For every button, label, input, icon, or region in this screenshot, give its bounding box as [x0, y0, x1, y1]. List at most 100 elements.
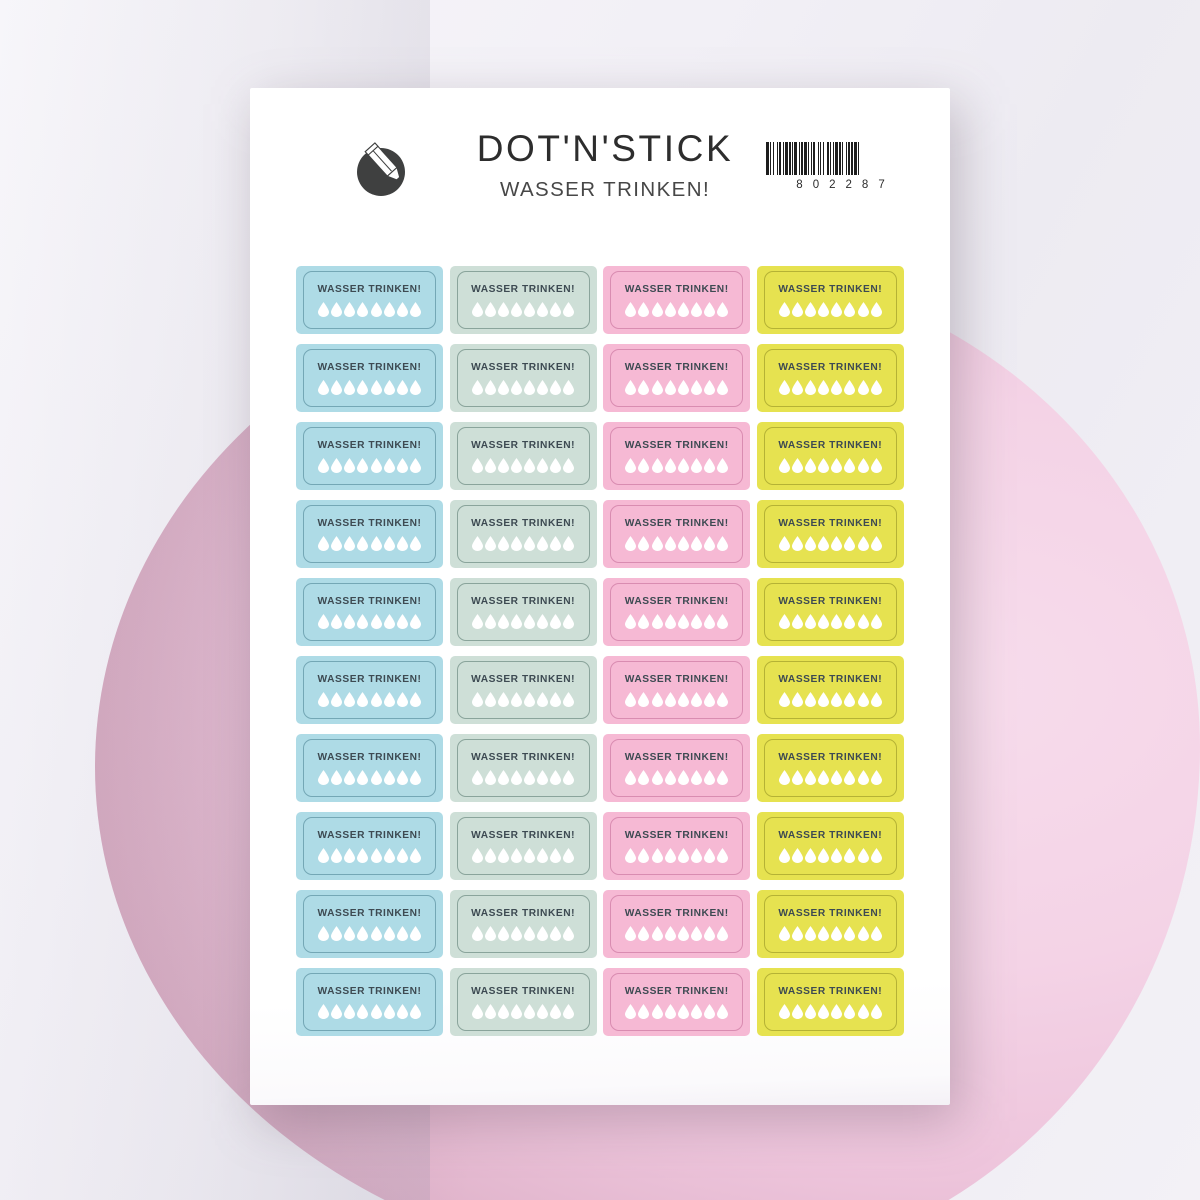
water-drop-icon[interactable] [792, 925, 804, 941]
water-drop-icon[interactable] [792, 457, 804, 473]
water-drop-icon[interactable] [792, 535, 804, 551]
water-drop-icon[interactable] [383, 847, 395, 863]
water-drop-icon[interactable] [550, 769, 562, 785]
sticker-yellow[interactable]: WASSER TRINKEN! [756, 656, 904, 724]
water-drop-icon[interactable] [524, 769, 536, 785]
water-drop-icon[interactable] [703, 457, 715, 473]
water-drop-icon[interactable] [638, 1003, 650, 1019]
water-drop-icon[interactable] [717, 613, 729, 629]
water-drop-icon[interactable] [664, 301, 676, 317]
sticker-sage[interactable]: WASSER TRINKEN! [449, 266, 597, 334]
sticker-pink[interactable]: WASSER TRINKEN! [603, 968, 751, 1036]
water-drop-icon[interactable] [563, 613, 575, 629]
water-drop-icon[interactable] [471, 769, 483, 785]
water-drop-icon[interactable] [318, 769, 330, 785]
water-drop-icon[interactable] [471, 535, 483, 551]
water-drop-icon[interactable] [703, 1003, 715, 1019]
water-drop-icon[interactable] [318, 925, 330, 941]
water-drop-icon[interactable] [651, 1003, 663, 1019]
water-drop-icon[interactable] [383, 613, 395, 629]
water-drop-icon[interactable] [651, 379, 663, 395]
water-drop-icon[interactable] [638, 691, 650, 707]
water-drop-icon[interactable] [638, 301, 650, 317]
water-drop-icon[interactable] [331, 691, 343, 707]
water-drop-icon[interactable] [703, 535, 715, 551]
water-drop-icon[interactable] [625, 769, 637, 785]
water-drop-icon[interactable] [677, 925, 689, 941]
water-drop-icon[interactable] [511, 847, 523, 863]
water-drop-icon[interactable] [638, 379, 650, 395]
water-drop-icon[interactable] [318, 613, 330, 629]
water-drop-icon[interactable] [511, 769, 523, 785]
water-drop-icon[interactable] [778, 457, 790, 473]
water-drop-icon[interactable] [677, 457, 689, 473]
water-drop-icon[interactable] [563, 847, 575, 863]
water-drop-icon[interactable] [497, 691, 509, 707]
water-drop-icon[interactable] [792, 379, 804, 395]
water-drop-icon[interactable] [511, 301, 523, 317]
water-drop-icon[interactable] [857, 535, 869, 551]
water-drop-icon[interactable] [690, 613, 702, 629]
water-drop-icon[interactable] [409, 925, 421, 941]
water-drop-icon[interactable] [638, 769, 650, 785]
water-drop-icon[interactable] [396, 613, 408, 629]
water-drop-icon[interactable] [497, 535, 509, 551]
sticker-yellow[interactable]: WASSER TRINKEN! [756, 968, 904, 1036]
water-drop-icon[interactable] [471, 925, 483, 941]
water-drop-icon[interactable] [383, 691, 395, 707]
water-drop-icon[interactable] [344, 769, 356, 785]
water-drop-icon[interactable] [870, 925, 882, 941]
water-drop-icon[interactable] [625, 457, 637, 473]
water-drop-icon[interactable] [524, 1003, 536, 1019]
water-drop-icon[interactable] [625, 847, 637, 863]
water-drop-icon[interactable] [818, 769, 830, 785]
water-drop-icon[interactable] [857, 379, 869, 395]
water-drop-icon[interactable] [331, 925, 343, 941]
water-drop-icon[interactable] [331, 379, 343, 395]
water-drop-icon[interactable] [805, 691, 817, 707]
water-drop-icon[interactable] [344, 613, 356, 629]
water-drop-icon[interactable] [805, 535, 817, 551]
water-drop-icon[interactable] [318, 847, 330, 863]
water-drop-icon[interactable] [677, 301, 689, 317]
water-drop-icon[interactable] [344, 535, 356, 551]
water-drop-icon[interactable] [537, 613, 549, 629]
water-drop-icon[interactable] [524, 457, 536, 473]
water-drop-icon[interactable] [383, 1003, 395, 1019]
water-drop-icon[interactable] [831, 301, 843, 317]
sticker-sage[interactable]: WASSER TRINKEN! [449, 656, 597, 724]
water-drop-icon[interactable] [318, 1003, 330, 1019]
water-drop-icon[interactable] [396, 691, 408, 707]
water-drop-icon[interactable] [511, 1003, 523, 1019]
water-drop-icon[interactable] [383, 769, 395, 785]
water-drop-icon[interactable] [484, 847, 496, 863]
water-drop-icon[interactable] [471, 691, 483, 707]
sticker-pink[interactable]: WASSER TRINKEN! [603, 734, 751, 802]
water-drop-icon[interactable] [344, 925, 356, 941]
water-drop-icon[interactable] [563, 925, 575, 941]
sticker-pink[interactable]: WASSER TRINKEN! [603, 578, 751, 646]
water-drop-icon[interactable] [677, 613, 689, 629]
sticker-sage[interactable]: WASSER TRINKEN! [449, 422, 597, 490]
water-drop-icon[interactable] [677, 691, 689, 707]
water-drop-icon[interactable] [664, 457, 676, 473]
water-drop-icon[interactable] [844, 925, 856, 941]
water-drop-icon[interactable] [550, 457, 562, 473]
water-drop-icon[interactable] [537, 457, 549, 473]
water-drop-icon[interactable] [497, 847, 509, 863]
water-drop-icon[interactable] [805, 301, 817, 317]
water-drop-icon[interactable] [651, 457, 663, 473]
water-drop-icon[interactable] [370, 535, 382, 551]
water-drop-icon[interactable] [651, 691, 663, 707]
water-drop-icon[interactable] [357, 847, 369, 863]
water-drop-icon[interactable] [778, 1003, 790, 1019]
water-drop-icon[interactable] [484, 535, 496, 551]
water-drop-icon[interactable] [805, 847, 817, 863]
water-drop-icon[interactable] [857, 613, 869, 629]
sticker-blue[interactable]: WASSER TRINKEN! [296, 422, 443, 490]
water-drop-icon[interactable] [357, 613, 369, 629]
water-drop-icon[interactable] [563, 379, 575, 395]
water-drop-icon[interactable] [677, 847, 689, 863]
water-drop-icon[interactable] [471, 613, 483, 629]
sticker-yellow[interactable]: WASSER TRINKEN! [756, 734, 904, 802]
